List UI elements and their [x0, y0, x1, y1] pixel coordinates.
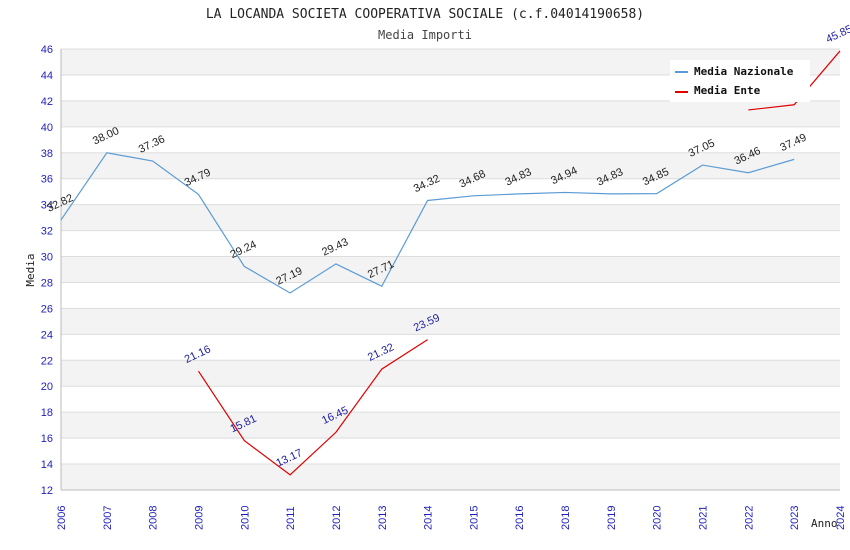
y-axis-label: Media	[24, 253, 37, 286]
x-tick-label: 2015	[468, 506, 480, 530]
y-tick-label: 16	[41, 433, 53, 445]
grid-band	[61, 152, 840, 179]
grid-lines	[61, 48, 840, 491]
x-tick-label: 2020	[652, 506, 664, 530]
y-tick-label: 34	[41, 200, 53, 212]
axes	[60, 49, 840, 491]
series-lines	[60, 50, 841, 476]
y-tick-label: 28	[41, 277, 53, 289]
y-tick-label: 12	[41, 485, 53, 497]
grid-band	[61, 308, 840, 335]
x-tick-label: 2013	[377, 506, 389, 530]
legend-label-nazionale: Media Nazionale	[694, 65, 794, 78]
y-tick-label: 32	[41, 226, 53, 238]
y-tick-label: 26	[41, 303, 53, 315]
y-tick-label: 38	[41, 148, 53, 160]
x-tick-label: 2010	[239, 506, 251, 530]
grid-band	[61, 412, 840, 439]
x-tick-label: 2018	[560, 506, 572, 530]
data-label: 45.85	[824, 23, 850, 46]
legend: Media Nazionale Media Ente	[670, 60, 810, 102]
x-tick-label: 2024	[835, 506, 847, 530]
series-line-nazionale	[60, 152, 795, 294]
x-tick-label: 2014	[423, 506, 435, 530]
x-tick-label: 2022	[743, 506, 755, 530]
legend-box	[670, 60, 810, 102]
grid-band	[61, 256, 840, 283]
x-axis-label: Anno	[811, 517, 838, 530]
y-tick-label: 42	[41, 96, 53, 108]
chart-title: LA LOCANDA SOCIETA COOPERATIVA SOCIALE (…	[206, 7, 644, 22]
grid-band	[61, 464, 840, 490]
y-tick-label: 18	[41, 407, 53, 419]
x-tick-label: 2021	[698, 506, 710, 530]
x-tick-label: 2019	[606, 506, 618, 530]
y-tick-label: 22	[41, 355, 53, 367]
y-tick-label: 24	[41, 329, 53, 341]
y-tick-label: 36	[41, 174, 53, 186]
x-tick-label: 2009	[193, 506, 205, 530]
x-tick-label: 2011	[285, 506, 297, 530]
chart-subtitle: Media Importi	[378, 28, 472, 42]
x-tick-label: 2007	[102, 506, 114, 530]
series-line-ente	[197, 339, 428, 476]
x-tick-label: 2016	[514, 506, 526, 530]
y-tick-label: 44	[41, 70, 53, 82]
series-line-ente	[748, 50, 841, 111]
y-tick-label: 46	[41, 44, 53, 56]
grid-band	[61, 204, 840, 231]
y-tick-label: 20	[41, 381, 53, 393]
y-tick-label: 30	[41, 252, 53, 264]
data-label: 37.49	[778, 132, 808, 155]
y-tick-labels: 12 14 16 18 20 22 24 26 28 30 32 34 36 38 40 42 44 46	[41, 44, 53, 497]
data-label: 38.00	[91, 125, 121, 148]
x-tick-label: 2012	[331, 506, 343, 530]
data-label: 29.43	[320, 236, 350, 259]
y-tick-label: 14	[41, 459, 53, 471]
x-tick-labels: 2006 2007 2008 2009 2010 2011 2012 2013 2014 2015…	[56, 506, 847, 530]
y-tick-label: 40	[41, 122, 53, 134]
x-tick-label: 2006	[56, 506, 68, 530]
grid-bands	[61, 49, 840, 490]
x-tick-label: 2023	[789, 506, 801, 530]
x-tick-label: 2008	[148, 506, 160, 530]
grid-band	[61, 100, 840, 127]
grid-band	[61, 360, 840, 387]
legend-label-ente: Media Ente	[694, 84, 761, 97]
